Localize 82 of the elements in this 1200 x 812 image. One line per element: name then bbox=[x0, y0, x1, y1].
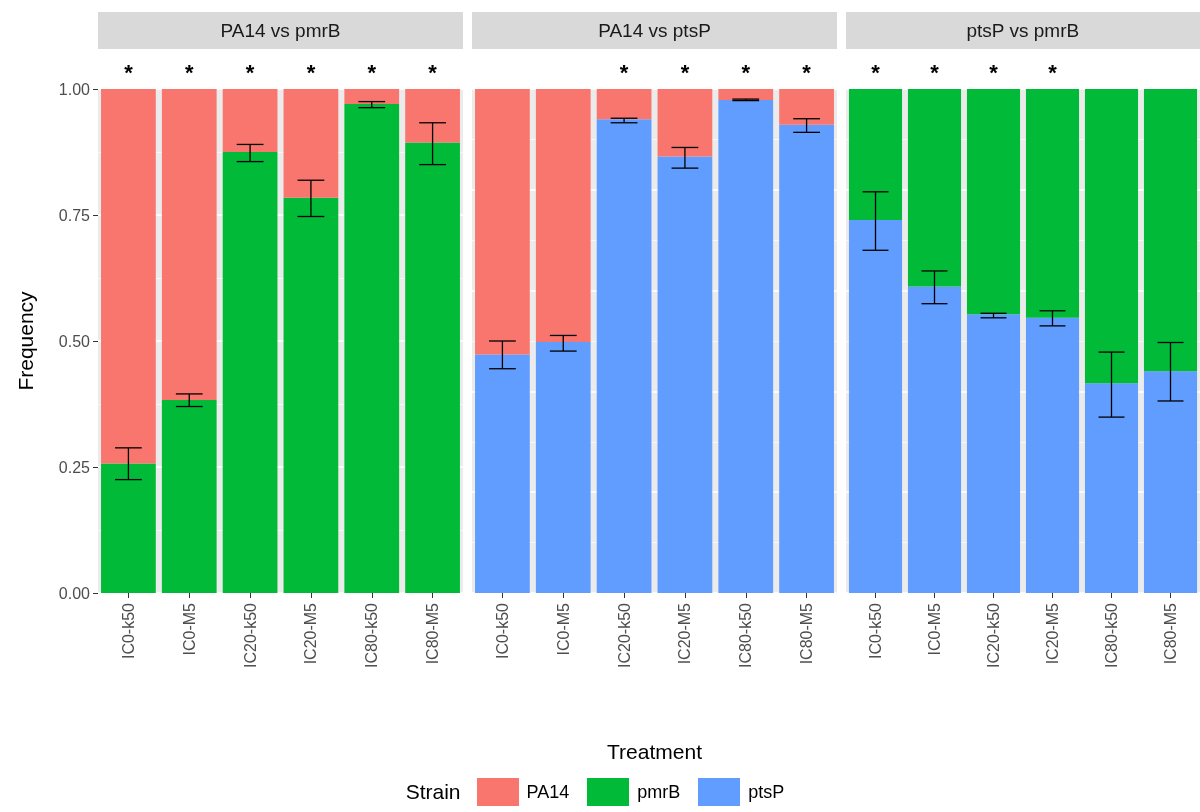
x-tick-label: IC0-M5 bbox=[554, 602, 572, 656]
x-tick-label: IC0-k50 bbox=[867, 602, 884, 660]
bar bbox=[535, 342, 591, 593]
bar bbox=[1143, 371, 1198, 593]
x-tick-label: IC0-M5 bbox=[926, 602, 943, 656]
bar bbox=[344, 89, 400, 105]
bar bbox=[101, 463, 156, 593]
x-tick-label: IC80-k50 bbox=[1103, 602, 1120, 668]
bar bbox=[475, 354, 530, 593]
x-tick-label: IC20-k50 bbox=[241, 602, 259, 668]
bar bbox=[718, 89, 774, 101]
bar bbox=[283, 89, 339, 198]
bar bbox=[161, 399, 217, 593]
x-tick-label: IC80-k50 bbox=[737, 602, 755, 668]
bar bbox=[1025, 317, 1080, 593]
bar bbox=[1143, 89, 1198, 372]
legend-label: ptsP bbox=[748, 781, 785, 803]
text: * bbox=[680, 59, 690, 85]
x-tick-label: IC0-k50 bbox=[119, 602, 137, 660]
y-tick-label: 0.50 bbox=[58, 332, 91, 350]
bar bbox=[1084, 89, 1139, 384]
legend-title: Strain bbox=[405, 780, 461, 804]
bar bbox=[222, 89, 278, 152]
x-tick-label: IC20-M5 bbox=[676, 602, 694, 665]
bar bbox=[966, 89, 1021, 315]
x-tick-label: IC20-k50 bbox=[615, 602, 633, 668]
bar bbox=[405, 89, 460, 143]
bar bbox=[657, 89, 713, 157]
bar bbox=[966, 314, 1021, 593]
y-tick-label: 0.00 bbox=[58, 584, 91, 602]
bar bbox=[344, 104, 400, 593]
text: * bbox=[124, 59, 134, 85]
bar bbox=[535, 89, 591, 343]
x-tick-label: IC20-M5 bbox=[1044, 602, 1061, 665]
bar bbox=[907, 89, 962, 287]
bar bbox=[779, 124, 834, 593]
text: * bbox=[802, 59, 812, 85]
bar bbox=[1084, 383, 1139, 593]
x-axis-title: Treatment bbox=[607, 740, 703, 763]
x-tick-label: IC80-M5 bbox=[424, 602, 442, 665]
bar bbox=[848, 89, 903, 221]
bar bbox=[475, 89, 530, 355]
bar bbox=[718, 100, 774, 593]
text: * bbox=[367, 59, 377, 85]
chart-title: PA14 vs pmrB bbox=[220, 20, 341, 41]
legend-label: pmrB bbox=[637, 781, 681, 803]
text: * bbox=[741, 59, 751, 85]
text: * bbox=[989, 59, 999, 85]
text: * bbox=[871, 59, 881, 85]
y-axis-title: Frequency bbox=[14, 290, 37, 391]
bar bbox=[657, 156, 713, 593]
bar bbox=[222, 152, 278, 593]
bar bbox=[405, 142, 460, 593]
bar bbox=[283, 197, 339, 593]
x-tick-label: IC0-M5 bbox=[180, 602, 198, 656]
bar bbox=[596, 89, 652, 120]
text: * bbox=[306, 59, 316, 85]
x-tick-label: IC80-M5 bbox=[798, 602, 816, 665]
x-tick-label: IC80-M5 bbox=[1162, 602, 1179, 665]
bar bbox=[779, 89, 834, 125]
x-tick-label: IC20-M5 bbox=[302, 602, 320, 665]
bar bbox=[848, 220, 903, 593]
legend-label: PA14 bbox=[526, 781, 570, 803]
y-tick-label: 0.75 bbox=[58, 206, 91, 224]
bar bbox=[596, 119, 652, 593]
text: * bbox=[1048, 59, 1058, 85]
bar bbox=[161, 89, 217, 400]
y-tick-label: 1.00 bbox=[58, 80, 91, 98]
text: * bbox=[619, 59, 629, 85]
text: * bbox=[184, 59, 194, 85]
x-tick-label: IC0-k50 bbox=[493, 602, 511, 660]
text: * bbox=[930, 59, 940, 85]
y-tick-label: 0.25 bbox=[58, 458, 91, 476]
bar bbox=[907, 286, 962, 593]
chart-title: PA14 vs ptsP bbox=[598, 20, 711, 41]
chart-title: ptsP vs pmrB bbox=[966, 20, 1080, 41]
text: * bbox=[428, 59, 438, 85]
bar bbox=[101, 89, 156, 464]
x-tick-label: IC20-k50 bbox=[985, 602, 1002, 668]
bar bbox=[1025, 89, 1080, 318]
text: * bbox=[245, 59, 255, 85]
x-tick-label: IC80-k50 bbox=[363, 602, 381, 668]
